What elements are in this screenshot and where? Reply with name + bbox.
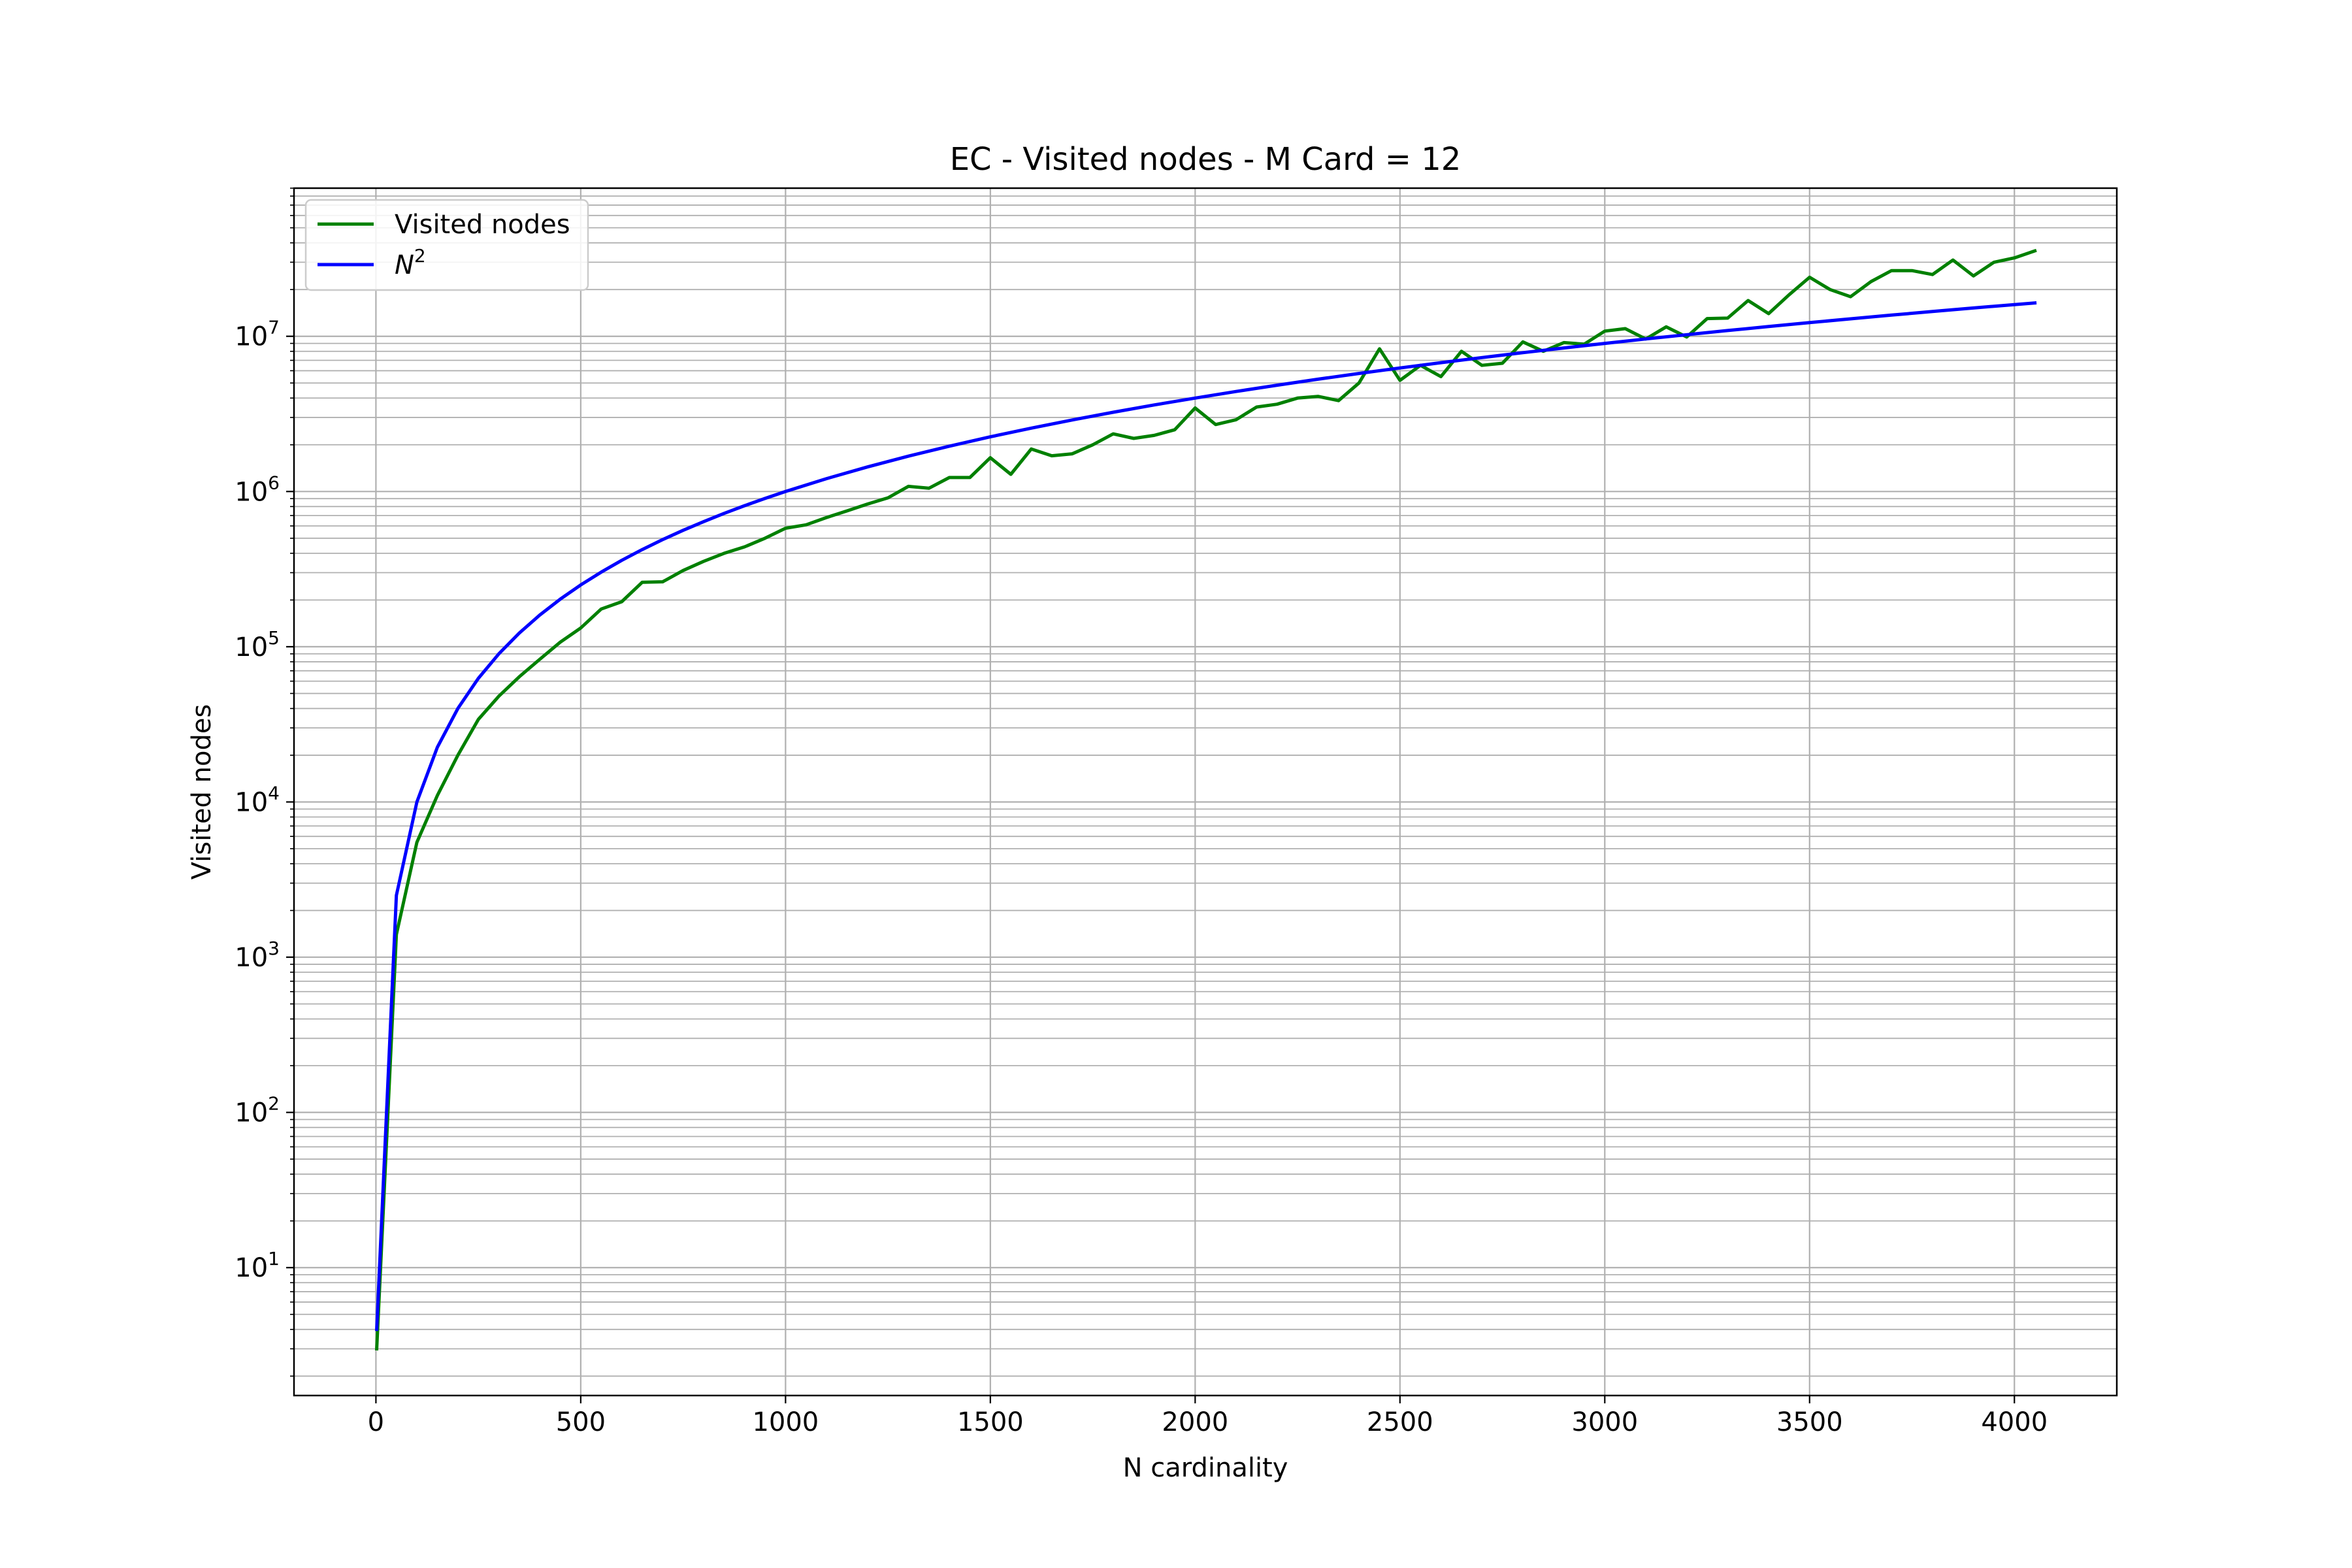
x-tick-label: 3500 [1776,1407,1843,1437]
x-tick-label: 2000 [1162,1407,1228,1437]
x-tick-label: 4000 [1981,1407,2048,1437]
x-tick-label: 1500 [957,1407,1024,1437]
x-tick-label: 1000 [752,1407,819,1437]
legend-label-n-squared-exponent: 2 [414,245,426,267]
x-tick-label: 3000 [1571,1407,1638,1437]
x-tick-label: 500 [556,1407,606,1437]
chart-title: EC - Visited nodes - M Card = 12 [950,141,1462,178]
y-tick-label: 106 [235,472,280,507]
y-tick-label: 102 [235,1093,280,1128]
legend-label-n-squared-base: N [395,250,414,280]
legend-label-visited-nodes: Visited nodes [395,210,570,240]
y-axis-label: Visited nodes [187,704,217,880]
x-axis-label: N cardinality [1123,1453,1288,1483]
x-tick-label: 0 [368,1407,384,1437]
x-tick-label: 2500 [1367,1407,1433,1437]
series-line-n-squared [374,301,2037,1331]
axis-ticks: 0 500 1000 1500 2000 2500 3000 3500 4000 101 102 10… [235,188,2048,1437]
legend: Visited nodes N2 [304,199,589,291]
axes-frame [293,187,2118,1397]
y-tick-label: 107 [235,317,280,352]
grid [294,188,2117,1396]
legend-box [304,199,589,291]
y-tick-label: 105 [235,627,280,662]
y-tick-label: 101 [235,1248,280,1283]
series-lines [374,248,2037,1351]
legend-label-n-squared: N2 [395,245,426,280]
y-tick-label: 104 [235,782,280,817]
series-line-visited-nodes [374,248,2037,1351]
y-tick-label: 103 [235,938,280,973]
